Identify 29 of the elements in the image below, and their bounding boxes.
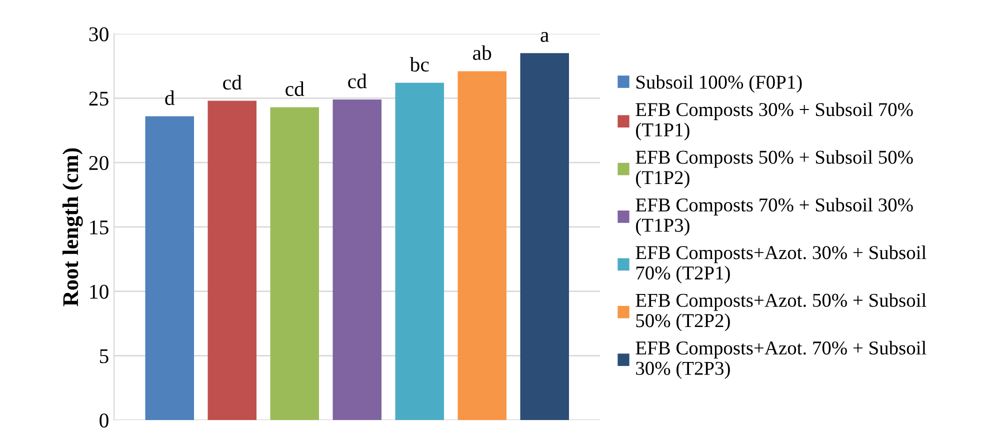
bar <box>332 100 382 420</box>
legend-label: Subsoil 100% (F0P1) <box>636 75 802 93</box>
legend-label: EFB Composts 50% + Subsoil 50% (T1P2) <box>636 150 913 188</box>
bar <box>145 116 194 420</box>
y-tick-label: 0 <box>100 413 108 428</box>
y-tick-label: 30 <box>89 27 108 42</box>
legend-label: EFB Composts 30% + Subsoil 70% (T1P1) <box>636 102 913 140</box>
data-label: d <box>165 90 175 106</box>
data-label: ab <box>473 45 492 60</box>
y-tick-label: 10 <box>90 284 108 299</box>
legend-label: EFB Composts+Azot. 70% + Subsoil 30% (T2P3) <box>636 340 926 379</box>
data-label: bc <box>410 56 429 72</box>
legend-label: EFB Composts+Azot. 30% + Subsoil 70% (T2P1) <box>636 246 926 284</box>
data-label: cd <box>286 81 304 96</box>
bar <box>395 82 444 420</box>
y-tick-label: 20 <box>89 156 108 170</box>
bar <box>208 100 256 420</box>
y-axis-title: Root length (cm) <box>62 148 83 306</box>
bar <box>458 71 506 420</box>
data-label: cd <box>348 74 367 88</box>
legend-label: EFB Composts 70% + Subsoil 30% (T1P3) <box>636 198 913 236</box>
legend-label: EFB Composts+Azot. 50% + Subsoil 50% (T2P2) <box>636 293 926 332</box>
bar <box>270 107 319 420</box>
data-label: a <box>540 32 549 42</box>
y-tick-label: 25 <box>89 92 108 106</box>
data-label: cd <box>223 74 242 90</box>
y-tick-label: 15 <box>90 220 108 234</box>
y-tick-label: 5 <box>100 349 108 364</box>
bar <box>520 53 569 420</box>
